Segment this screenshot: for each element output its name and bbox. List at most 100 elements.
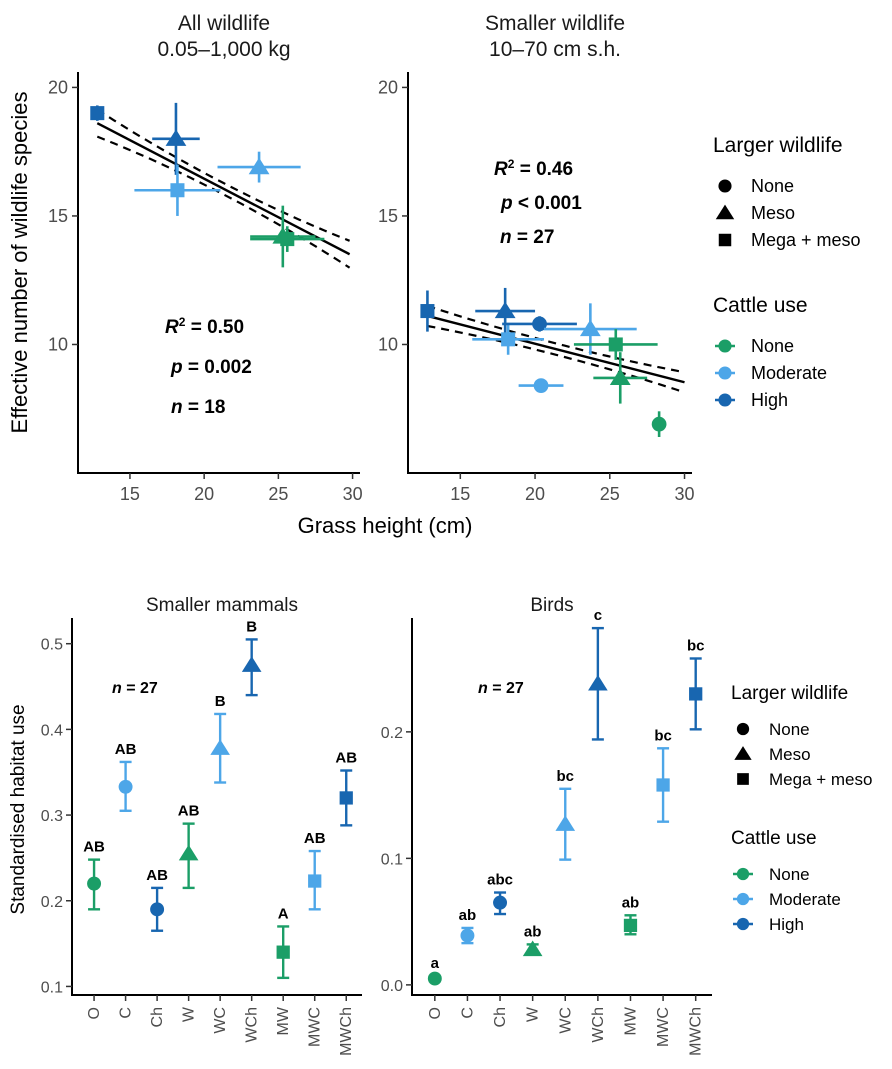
legend-wildlife-item: None	[751, 176, 794, 196]
legend-shape-circle-icon	[718, 179, 732, 193]
x-tick-label: 25	[268, 484, 288, 504]
legend-dot-icon	[736, 917, 750, 931]
significance-letter: A	[278, 905, 289, 922]
point-marker	[420, 304, 435, 319]
point-marker	[308, 874, 322, 888]
legend-dot-icon	[718, 366, 732, 380]
ci-lower-line	[427, 324, 685, 394]
data-point	[573, 329, 658, 360]
point-marker	[555, 815, 576, 831]
x-tick-label: WC	[557, 1007, 574, 1034]
point-marker	[280, 232, 295, 247]
data-point: AB	[304, 830, 326, 911]
legend-cattle-item: High	[769, 915, 804, 934]
legend-cattle-item: Moderate	[751, 363, 827, 383]
point-marker	[493, 895, 508, 910]
significance-letter: abc	[487, 872, 513, 889]
legend-wildlife-title: Larger wildlife	[731, 683, 848, 704]
y-axis-title: Effective number of wildlife species	[7, 92, 32, 434]
data-point: A	[276, 905, 290, 980]
data-point: B	[210, 693, 230, 784]
data-point	[420, 290, 435, 332]
data-point	[90, 105, 105, 121]
significance-letter: AB	[178, 803, 200, 820]
significance-letter: AB	[335, 750, 357, 767]
y-tick-label: 15	[48, 206, 68, 226]
point-marker	[170, 183, 185, 198]
x-tick-label: WCh	[590, 1007, 607, 1043]
point-marker	[460, 928, 475, 943]
stat-r2: R2 = 0.50	[165, 315, 244, 338]
data-point: bc	[555, 768, 576, 861]
data-point	[518, 378, 564, 393]
x-tick-label: W	[525, 1006, 542, 1022]
stat-r2: R2 = 0.46	[494, 157, 573, 180]
fit-line	[96, 122, 351, 256]
stat-n: n = 27	[500, 227, 554, 248]
legend-dot-icon	[718, 339, 732, 353]
x-tick-label: 15	[120, 484, 140, 504]
stat-p: p < 0.001	[500, 193, 582, 214]
point-marker	[522, 940, 543, 957]
point-marker	[427, 971, 442, 986]
point-marker	[494, 301, 516, 319]
y-tick-label: 0.2	[41, 894, 63, 911]
legend-wildlife-item: Mega + meso	[751, 230, 861, 250]
data-point: ab	[622, 894, 639, 936]
x-tick-label: 30	[675, 484, 695, 504]
point-marker	[339, 791, 353, 805]
point-marker	[276, 945, 290, 959]
y-tick-label: 0.3	[41, 808, 63, 825]
data-point	[134, 164, 221, 216]
legend-cattle-item: High	[751, 390, 788, 410]
legend-cattle-item: None	[751, 336, 794, 356]
stat-n: n = 27	[478, 680, 524, 697]
significance-letter: bc	[654, 727, 672, 744]
panel-title-line: All wildlife	[178, 12, 270, 35]
legend-wildlife-item: Mega + meso	[769, 770, 872, 789]
x-tick-label: MW	[622, 1006, 639, 1035]
point-marker	[118, 779, 133, 794]
y-tick-label: 20	[378, 77, 398, 97]
legend-shape-circle-icon	[736, 722, 750, 736]
data-point: bc	[654, 727, 672, 823]
x-tick-label: C	[118, 1007, 135, 1019]
data-point	[593, 352, 648, 404]
legend-wildlife-item: None	[769, 720, 810, 739]
x-tick-label: WC	[212, 1007, 229, 1034]
significance-letter: AB	[304, 830, 326, 847]
legend-shape-square-icon	[718, 233, 732, 247]
x-tick-label: MWC	[655, 1007, 672, 1047]
legend-shape-triangle-icon	[734, 746, 752, 760]
x-tick-label: 15	[450, 484, 470, 504]
panel-smaller-mammals: Smaller mammals 0.1 0.2 0.3 0.4 0.5 O C Ch W WC WCh…	[8, 595, 362, 1056]
significance-letter: ab	[524, 923, 542, 940]
significance-letter: AB	[146, 867, 168, 884]
point-marker	[165, 129, 187, 146]
significance-letter: a	[431, 955, 440, 972]
significance-letter: B	[215, 693, 226, 710]
point-marker	[609, 368, 631, 385]
point-marker	[651, 416, 667, 432]
data-point	[651, 411, 667, 438]
panel-title-line: Smaller wildlife	[485, 12, 625, 35]
legend-wildlife-item: Meso	[769, 745, 811, 764]
data-point: bc	[687, 637, 704, 731]
point-marker	[533, 378, 549, 393]
data-point	[250, 226, 325, 252]
data-point	[152, 102, 200, 175]
y-tick-label: 0.1	[381, 851, 403, 868]
stat-n: n = 27	[112, 680, 158, 697]
data-point: ab	[459, 907, 477, 945]
data-point	[544, 303, 637, 355]
point-marker	[689, 687, 703, 701]
point-marker	[608, 337, 623, 352]
stat-p: p = 0.002	[170, 357, 252, 378]
legend-dot-icon	[736, 892, 750, 906]
significance-letter: ab	[459, 907, 477, 924]
x-tick-label: MWCh	[688, 1007, 705, 1056]
legend-dot-icon	[736, 867, 750, 881]
x-tick-label: W	[181, 1006, 198, 1022]
legend-top: Larger wildlife None Meso Mega + meso Cattle…	[713, 134, 861, 410]
